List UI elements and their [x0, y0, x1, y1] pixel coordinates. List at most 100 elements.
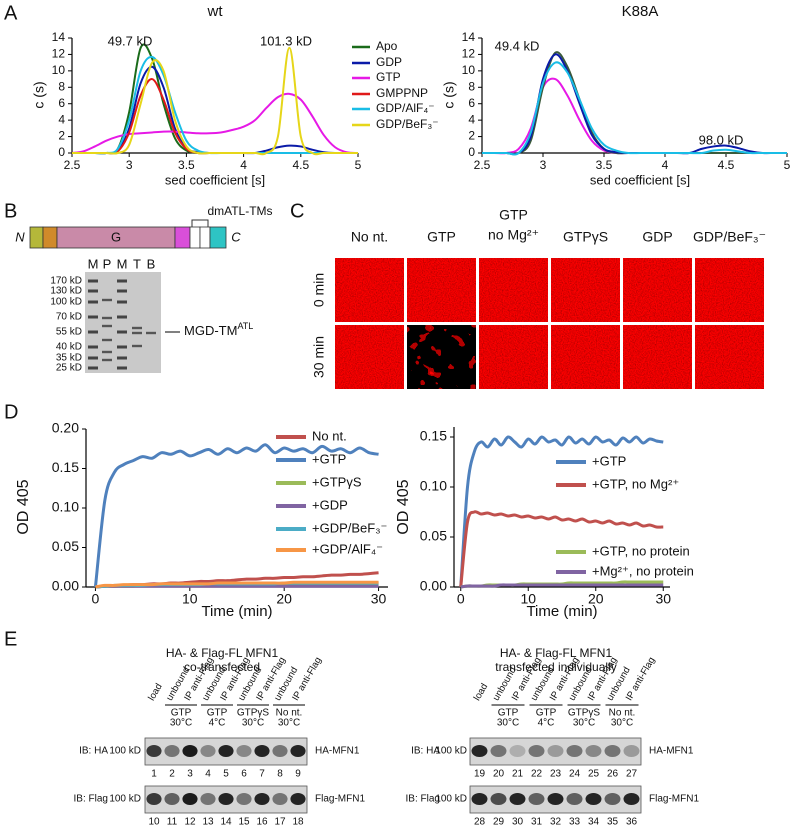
size-label: 100 kD — [109, 794, 141, 805]
lane-number: 9 — [295, 769, 301, 780]
lane-header: load — [472, 682, 491, 703]
annotation: 49.7 kD — [108, 33, 153, 48]
y-tick-label: 0.15 — [52, 459, 79, 475]
x-tick-label: 4 — [662, 158, 669, 172]
gel-band — [88, 279, 98, 283]
condition-label: No nt. — [609, 708, 636, 719]
x-tick-label: 5 — [784, 158, 790, 172]
lane-number: 33 — [569, 817, 581, 828]
lane-number: 21 — [512, 769, 524, 780]
condition-label: GTP — [498, 708, 519, 719]
column-header: No nt. — [351, 229, 388, 245]
lane-number: 5 — [223, 769, 229, 780]
gel-band — [132, 344, 142, 348]
y-tick-label: 4 — [58, 112, 65, 126]
domain-segment — [189, 226, 201, 249]
lane-number: 20 — [493, 769, 505, 780]
lane-number: 11 — [167, 817, 178, 828]
x-tick-label: 2.5 — [474, 158, 491, 172]
legend-label: GDP — [376, 55, 402, 69]
gel-band — [132, 331, 142, 335]
condition-label: GTP — [536, 708, 557, 719]
blot-band — [471, 793, 488, 805]
series-line — [482, 61, 787, 156]
chart-title: wt — [207, 3, 224, 20]
x-tick-label: 3.5 — [178, 158, 195, 172]
condition-label: 4°C — [209, 718, 226, 729]
gel-band — [117, 289, 127, 293]
lane-number: 15 — [238, 817, 250, 828]
condition-label: 30°C — [170, 718, 192, 729]
blot-band — [471, 745, 488, 757]
lane-number: 34 — [588, 817, 600, 828]
lane-number: 17 — [274, 817, 286, 828]
gel-band — [117, 356, 127, 360]
blot-band — [218, 793, 234, 805]
gel — [85, 272, 161, 373]
micrograph — [407, 325, 476, 389]
blot-band — [566, 745, 583, 757]
protein-label: Flag-MFN1 — [649, 794, 699, 805]
column-header: no Mg²⁺ — [488, 227, 539, 243]
gel-band — [132, 326, 142, 330]
domain-segment — [199, 226, 211, 249]
gel-band — [117, 300, 127, 304]
micrograph — [479, 258, 548, 322]
x-tick-label: 4 — [240, 158, 247, 172]
series-line — [72, 46, 358, 156]
blot-band — [146, 745, 162, 757]
blot-band — [182, 793, 198, 805]
blot-band — [547, 745, 564, 757]
y-tick-label: 12 — [462, 47, 476, 61]
row-label: 30 min — [311, 336, 327, 378]
x-tick-label: 10 — [520, 591, 536, 607]
gel-band — [88, 345, 98, 349]
y-tick-label: 12 — [52, 47, 66, 61]
column-header: GTP — [499, 207, 528, 223]
lane-number: 26 — [607, 769, 619, 780]
domain-c: C — [231, 229, 241, 244]
blot-band — [200, 793, 216, 805]
x-tick-label: 3 — [126, 158, 133, 172]
marker-label: 55 kD — [56, 327, 82, 338]
x-axis-label: sed coefficient [s] — [165, 172, 265, 187]
x-tick-label: 3.5 — [596, 158, 613, 172]
blot-band — [547, 793, 564, 805]
gel-band — [88, 366, 98, 370]
series-line — [71, 92, 359, 154]
series-line — [72, 65, 358, 155]
chart-title: K88A — [622, 3, 659, 20]
gel-band — [117, 366, 127, 370]
marker-label: 130 kD — [50, 286, 82, 297]
series-line — [460, 583, 664, 589]
gel-band — [88, 289, 98, 293]
blot-band — [490, 793, 507, 805]
gel-band — [117, 279, 127, 283]
lane-number: 29 — [493, 817, 505, 828]
lane-label: M — [88, 256, 99, 271]
y-tick-label: 6 — [58, 96, 65, 110]
domain-segment — [42, 226, 58, 249]
domain-segment — [174, 226, 191, 249]
micrograph — [623, 258, 692, 322]
series-line — [72, 55, 358, 155]
band-label-main: MGD-TM — [184, 323, 237, 338]
legend-label: GMPPNP — [376, 86, 428, 100]
blot-band — [164, 745, 180, 757]
gel-band — [88, 300, 98, 304]
blot-title: HA- & Flag-FL MFN1 — [166, 646, 279, 660]
lane-number: 35 — [607, 817, 619, 828]
lane-label: B — [147, 256, 156, 271]
blot-band — [623, 745, 640, 757]
legend-label: GDP/BeF₃⁻ — [376, 117, 439, 131]
panel-label: C — [290, 200, 304, 222]
series-line — [93, 443, 379, 588]
y-tick-label: 0.00 — [420, 578, 447, 594]
marker-label: 40 kD — [56, 342, 82, 353]
series-line — [95, 580, 379, 589]
y-tick-label: 0.15 — [420, 428, 447, 444]
y-tick-label: 14 — [462, 30, 476, 44]
gel-band — [146, 331, 156, 335]
series-line — [459, 435, 664, 588]
gel-band — [102, 358, 112, 362]
